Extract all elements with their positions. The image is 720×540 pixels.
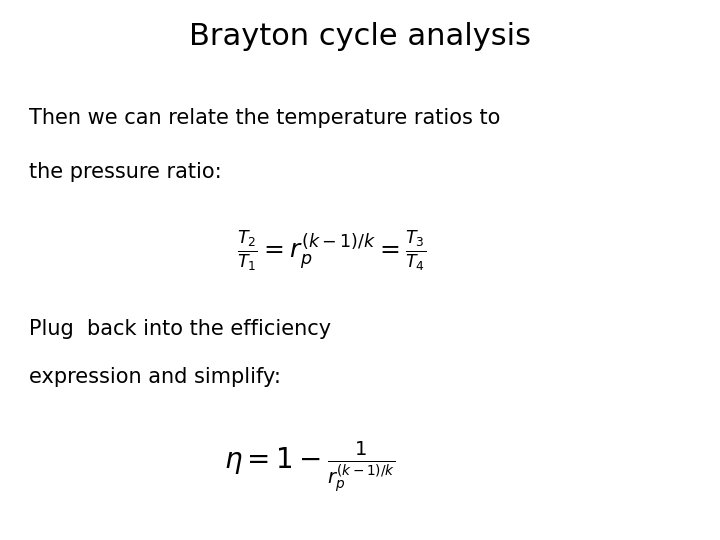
- Text: $\frac{T_2}{T_1} = r_p^{(k-1)/k} = \frac{T_3}{T_4}$: $\frac{T_2}{T_1} = r_p^{(k-1)/k} = \frac…: [237, 230, 426, 273]
- Text: expression and simplify:: expression and simplify:: [29, 367, 281, 387]
- Text: Brayton cycle analysis: Brayton cycle analysis: [189, 22, 531, 51]
- Text: Then we can relate the temperature ratios to: Then we can relate the temperature ratio…: [29, 108, 500, 128]
- Text: $\eta = 1 - \frac{1}{r_p^{(k-1)/k}}$: $\eta = 1 - \frac{1}{r_p^{(k-1)/k}}$: [224, 440, 395, 495]
- Text: Plug  back into the efficiency: Plug back into the efficiency: [29, 319, 331, 339]
- Text: the pressure ratio:: the pressure ratio:: [29, 162, 222, 182]
